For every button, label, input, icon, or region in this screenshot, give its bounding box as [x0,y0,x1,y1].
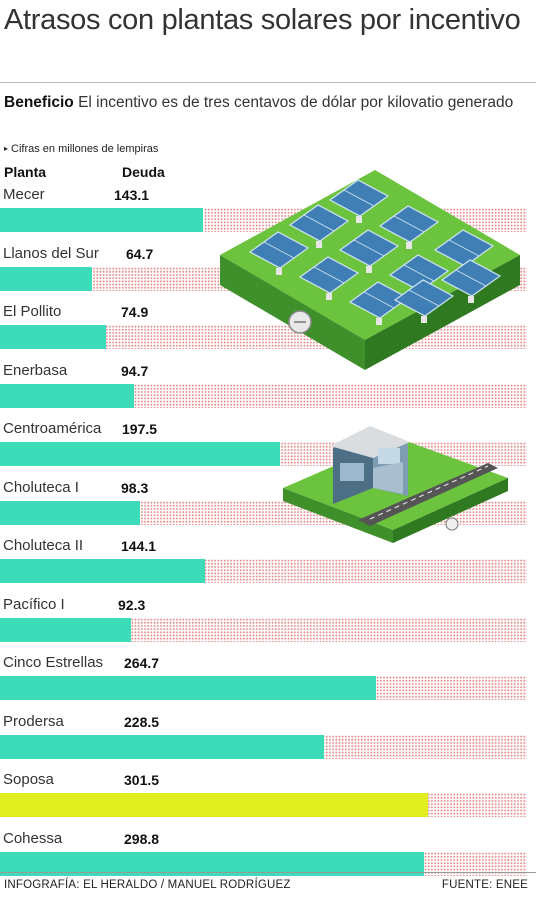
bar-value-label: 98.3 [121,479,149,496]
credit-text: INFOGRAFÍA: EL HERALDO / MANUEL RODRÍGUE… [4,879,291,891]
bar-category-label: Prodersa [3,712,64,730]
note-bullet-icon: ▸ [4,144,9,153]
bar-value-label: 197.5 [122,421,158,437]
source-text: FUENTE: ENEE [441,879,528,891]
bar-category-label: Soposa [3,771,54,788]
solar-farm-illustration [220,170,520,370]
column-header-deuda: Deuda [122,164,165,180]
bar-value-label: 92.3 [118,596,146,613]
bar-category-label: Choluteca I [3,478,79,496]
page-title: Atrasos con plantas solares por incentiv… [4,4,521,36]
bar-value-label: 64.7 [126,245,154,262]
footer-divider [0,872,536,873]
bar-category-label: Llanos del Sur [3,244,99,262]
bar [0,851,424,876]
bar [0,793,428,817]
bar-category-label: Enerbasa [3,361,68,379]
bar-category-label: Cohessa [3,829,63,847]
bar-category-label: Centroamérica [3,420,102,437]
subtitle-label: Beneficio [4,94,74,111]
bar [0,617,131,642]
bar-category-label: Pacífico I [3,595,65,613]
bar-value-label: 228.5 [124,713,160,730]
bar [0,442,280,466]
bar [0,266,92,291]
house-illustration [283,426,508,543]
bar-category-label: Cinco Estrellas [3,654,104,671]
bar [0,500,140,525]
bar [0,325,106,349]
bar-value-label: 264.7 [124,655,160,671]
units-note-text: Cifras en millones de lempiras [11,143,159,155]
bar [0,559,205,583]
bar [0,383,134,408]
bar-value-label: 74.9 [121,304,149,320]
subtitle: Beneficio El incentivo es de tres centav… [4,93,532,112]
column-header-planta: Planta [4,164,47,180]
bar-category-label: Mecer [3,186,45,203]
bar-value-label: 94.7 [121,362,149,379]
bar-value-label: 301.5 [124,772,160,788]
bar [0,208,203,232]
subtitle-text: El incentivo es de tres centavos de dóla… [78,94,514,111]
units-note: ▸ Cifras en millones de lempiras [4,143,158,155]
bar-value-label: 144.1 [121,538,157,554]
bar-category-label: El Pollito [3,303,62,320]
bar [0,734,324,759]
bar-value-label: 298.8 [124,830,160,847]
bar [0,676,376,700]
title-divider [0,82,536,83]
bar-category-label: Choluteca II [3,537,84,554]
bar-value-label: 143.1 [114,187,150,203]
